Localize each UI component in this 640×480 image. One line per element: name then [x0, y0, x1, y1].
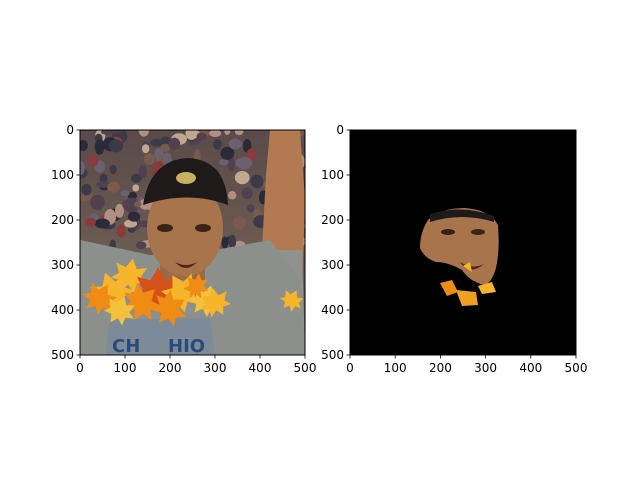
leaf-overlay [82, 258, 304, 327]
leaf [200, 287, 232, 318]
left-y-tick-label: 200 [51, 213, 74, 227]
leaf [111, 258, 147, 293]
leaf [151, 289, 187, 327]
svg-text:CH: CH [112, 336, 140, 357]
right-image [350, 130, 576, 355]
left-y-tick-label: 300 [51, 258, 74, 272]
left-x-tick-label: 500 [294, 361, 317, 375]
right-x-tick-label: 400 [519, 361, 542, 375]
face [147, 180, 223, 276]
right-x-tick-label: 100 [384, 361, 407, 375]
leaf [183, 273, 209, 299]
left-axes-frame [79, 129, 306, 356]
right-y-tick-label: 400 [321, 303, 344, 317]
svg-text:HIO: HIO [168, 336, 205, 357]
left-y-tick-label: 400 [51, 303, 74, 317]
right-x-tick-label: 500 [565, 361, 588, 375]
left-x-tick-label: 0 [76, 361, 84, 375]
leaf [82, 282, 117, 315]
right-x-tick-label: 200 [429, 361, 452, 375]
right-y-tick-label: 200 [321, 213, 344, 227]
leaf [133, 267, 183, 313]
right-y-tick-label: 300 [321, 258, 344, 272]
right-x-tick-label: 0 [346, 361, 354, 375]
left-y-tick-label: 500 [51, 348, 74, 362]
left-x-tick-label: 100 [114, 361, 137, 375]
left-x-tick-label: 300 [204, 361, 227, 375]
leaf [123, 282, 162, 321]
right-axes-frame [349, 129, 577, 356]
left-y-tick-label: 0 [66, 123, 74, 137]
left-x-tick-label: 200 [159, 361, 182, 375]
left-x-tick-label: 400 [249, 361, 272, 375]
leaf [279, 290, 304, 312]
right-y-tick-label: 0 [336, 123, 344, 137]
leaf [103, 296, 135, 326]
left-image: CH HIO [80, 130, 305, 357]
right-x-tick-label: 300 [474, 361, 497, 375]
right-y-tick-label: 500 [321, 348, 344, 362]
left-y-tick-label: 100 [51, 168, 74, 182]
masked-face [420, 208, 499, 285]
right-y-tick-label: 100 [321, 168, 344, 182]
masked-leaf-fragments [440, 262, 496, 306]
